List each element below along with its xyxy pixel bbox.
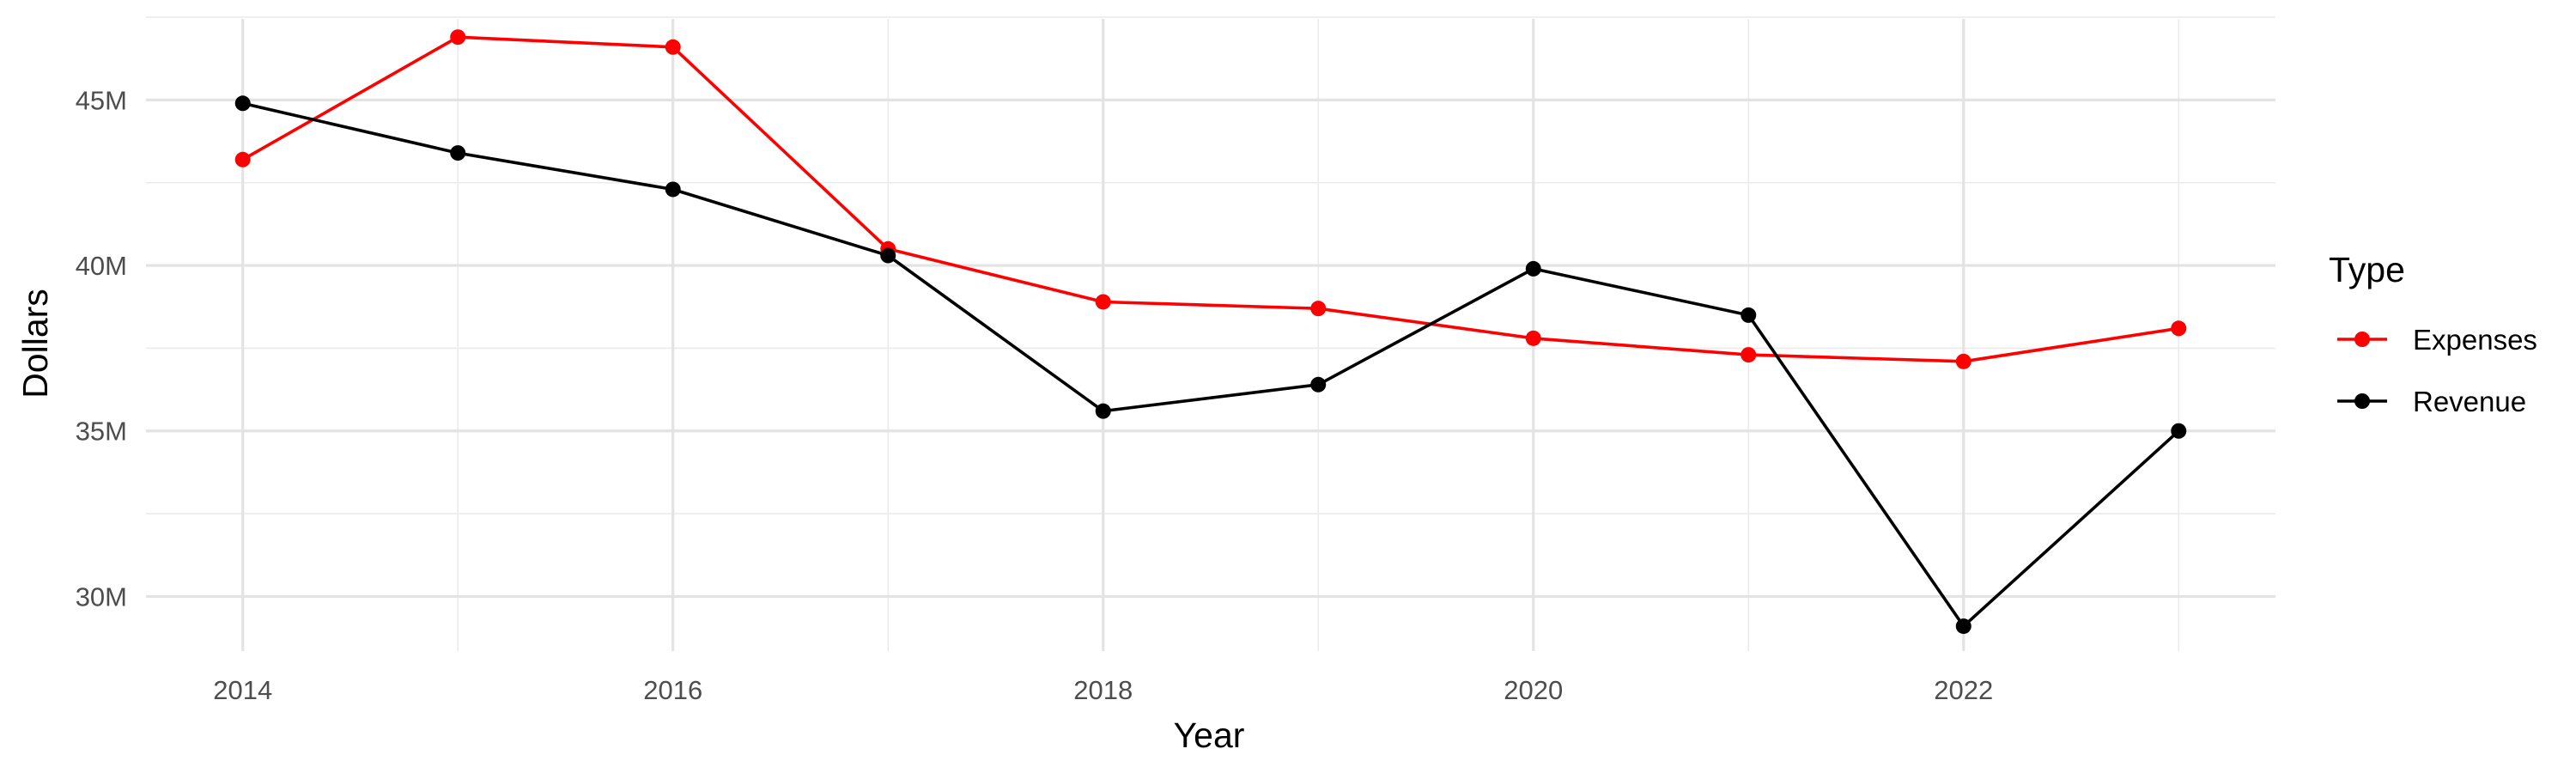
data-point-expenses xyxy=(665,39,681,55)
data-point-revenue xyxy=(1310,376,1327,393)
legend-key-point xyxy=(2354,393,2370,409)
legend-items: Expenses Revenue xyxy=(2337,324,2537,417)
data-point-revenue xyxy=(1741,307,1757,323)
series-lines xyxy=(241,35,2180,628)
legend-label: Revenue xyxy=(2413,386,2526,417)
legend-key-point xyxy=(2354,332,2370,347)
major-gridlines xyxy=(146,19,2275,651)
legend-item: Revenue xyxy=(2337,386,2526,417)
legend-label: Expenses xyxy=(2413,324,2537,356)
x-tick-label: 2014 xyxy=(213,675,272,705)
data-point-expenses xyxy=(450,29,466,46)
data-point-expenses xyxy=(1525,330,1541,346)
data-point-revenue xyxy=(2171,423,2187,439)
data-point-revenue xyxy=(1525,260,1541,277)
y-axis-tick-labels: 30M 35M 40M 45M xyxy=(76,85,127,612)
data-point-revenue xyxy=(665,181,681,198)
data-point-revenue xyxy=(880,247,896,264)
legend-item: Expenses xyxy=(2337,324,2537,356)
y-tick-label: 45M xyxy=(76,85,127,115)
data-point-expenses xyxy=(234,151,251,167)
y-axis-title: Dollars xyxy=(15,289,55,399)
data-point-expenses xyxy=(2171,320,2187,337)
x-tick-label: 2020 xyxy=(1504,675,1563,705)
data-point-revenue xyxy=(234,95,251,112)
y-tick-label: 40M xyxy=(76,251,127,281)
x-axis-title: Year xyxy=(1174,715,1245,755)
x-axis-tick-labels: 2014 2016 2018 2020 2022 xyxy=(213,675,1993,705)
data-point-expenses xyxy=(1741,347,1757,363)
y-tick-label: 35M xyxy=(76,417,127,447)
x-tick-label: 2022 xyxy=(1934,675,1993,705)
x-tick-label: 2018 xyxy=(1073,675,1133,705)
x-tick-label: 2016 xyxy=(643,675,702,705)
series-points xyxy=(234,29,2187,635)
data-point-revenue xyxy=(450,145,466,161)
series-line-expenses xyxy=(241,35,2179,363)
minor-gridlines xyxy=(146,16,2275,651)
series-line-revenue xyxy=(242,101,2180,628)
legend-title: Type xyxy=(2329,250,2405,289)
data-point-revenue xyxy=(1095,403,1111,419)
data-point-expenses xyxy=(1310,301,1327,317)
data-point-revenue xyxy=(1955,618,1971,635)
data-point-expenses xyxy=(1095,294,1111,310)
data-point-expenses xyxy=(1955,353,1971,369)
legend: Type Expenses Revenue xyxy=(2329,250,2537,417)
y-tick-label: 30M xyxy=(76,581,127,612)
